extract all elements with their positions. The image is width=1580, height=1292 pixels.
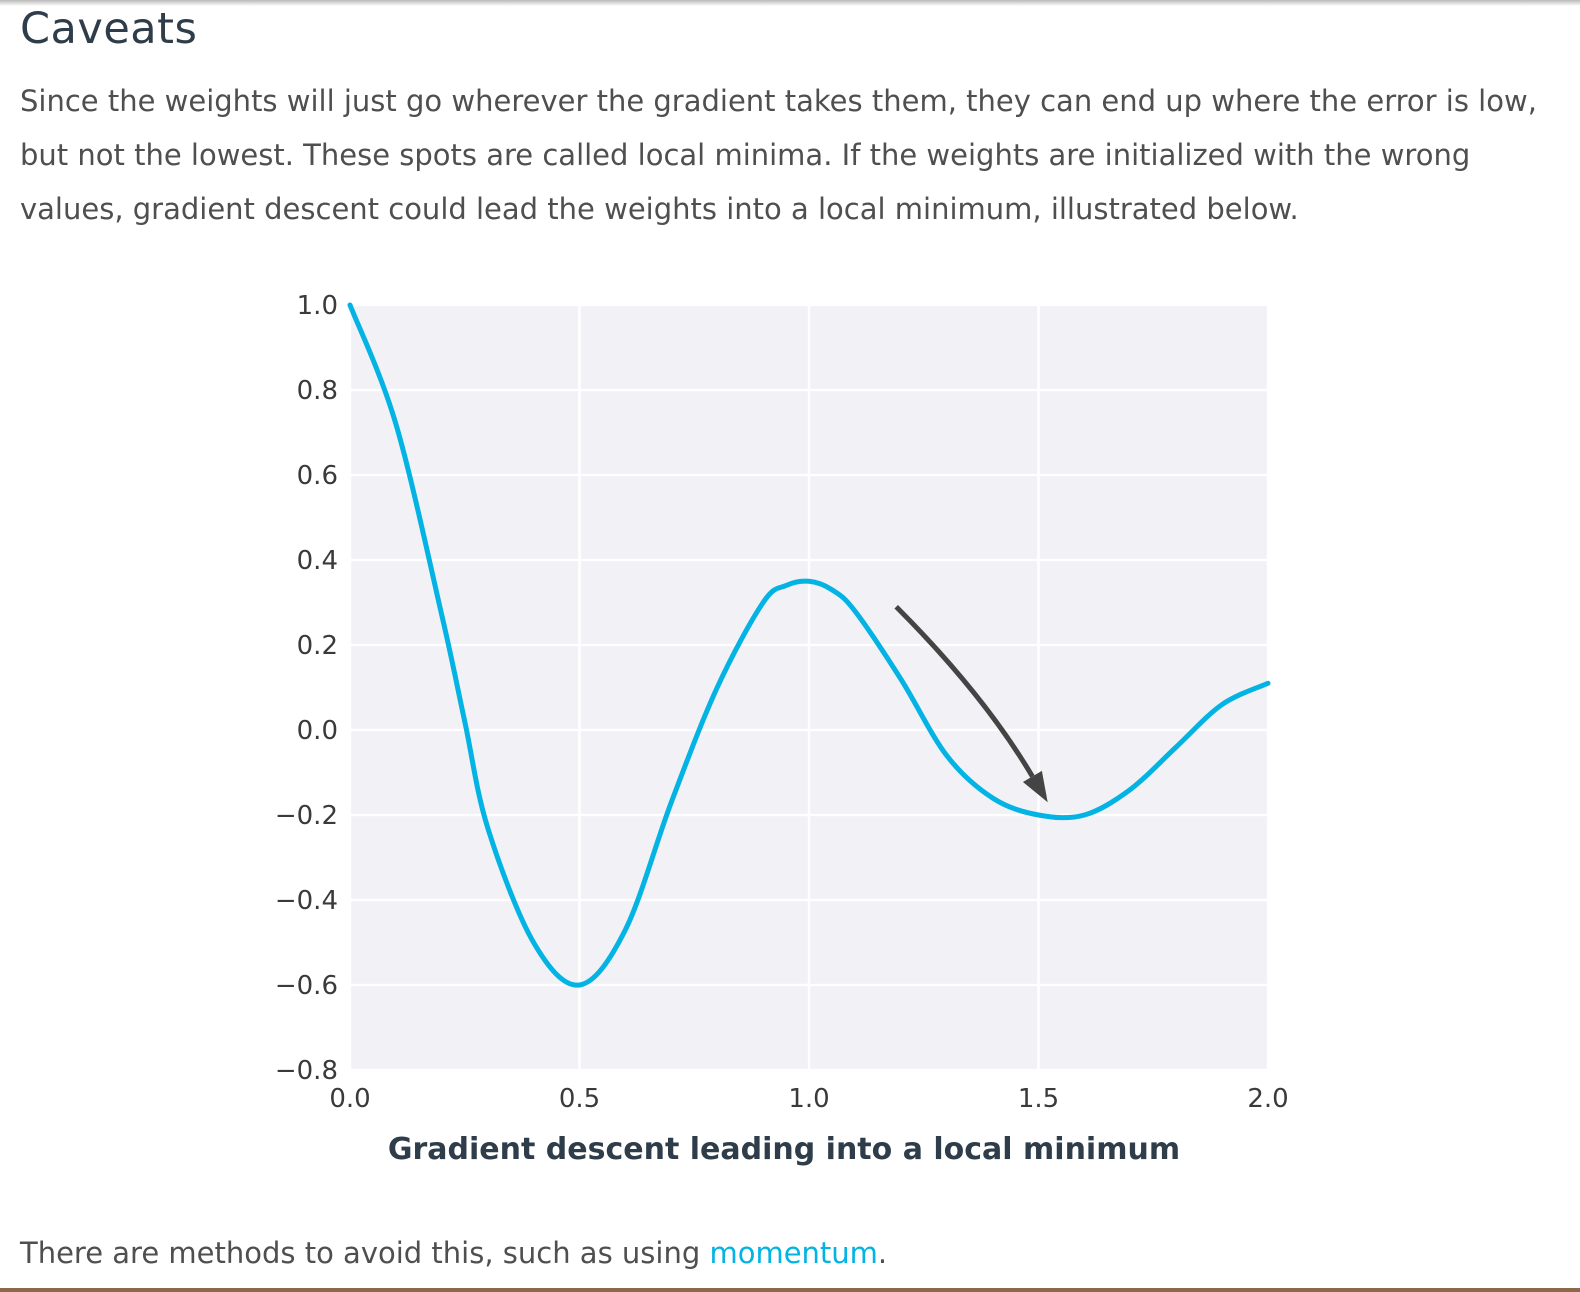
- local-minimum-figure: 1.0 0.8 0.6 0.4 0.2 0.0 −0.2 −0.4 −0.6 −0.8 0.0 0.…: [260, 270, 1320, 1130]
- series-line-0: [347, 302, 1271, 988]
- section-heading: Caveats: [20, 4, 198, 54]
- annotation-layer: [894, 604, 1048, 803]
- series-layer: [347, 302, 1271, 988]
- bottom-paragraph: There are methods to avoid this, such as…: [20, 1236, 887, 1270]
- y-tick-label: −0.6: [275, 971, 338, 1001]
- y-tick-label: 0.8: [297, 376, 338, 406]
- y-tick-label: 1.0: [297, 291, 338, 321]
- y-tick-label: 0.2: [297, 631, 338, 661]
- top-shadow: [0, 0, 1580, 6]
- y-tick-label: −0.2: [275, 801, 338, 831]
- gradient-descent-chart: 1.00.80.60.40.20.0−0.2−0.4−0.6−0.8 0.0 0.…: [275, 291, 1289, 1114]
- bottom-text-end: .: [877, 1236, 888, 1270]
- intro-paragraph: Since the weights will just go wherever …: [20, 84, 1537, 226]
- x-tick-label: 0.5: [559, 1084, 600, 1114]
- x-axis-ticks: 0.0 0.5 1.0 1.5 2.0: [329, 1084, 1288, 1114]
- bottom-bar: [0, 1288, 1580, 1292]
- x-tick-label: 1.0: [788, 1084, 829, 1114]
- grid-lines: [348, 303, 1270, 1072]
- y-tick-label: 0.0: [297, 716, 338, 746]
- y-tick-label: −0.4: [275, 886, 338, 916]
- y-tick-label: 0.6: [297, 461, 338, 491]
- arrow-shaft: [894, 604, 1035, 778]
- y-tick-label: 0.4: [297, 546, 338, 576]
- x-tick-label: 1.5: [1018, 1084, 1059, 1114]
- momentum-link[interactable]: momentum: [709, 1236, 878, 1270]
- y-axis-ticks: 1.0 0.8 0.6 0.4 0.2 0.0 −0.2 −0.4 −0.6 −0.8: [275, 291, 338, 1086]
- x-tick-label: 0.0: [329, 1084, 370, 1114]
- figure-caption: Gradient descent leading into a local mi…: [387, 1132, 1181, 1167]
- y-tick-label: −0.8: [275, 1056, 338, 1086]
- bottom-text: There are methods to avoid this, such as…: [20, 1236, 710, 1270]
- x-tick-label: 2.0: [1247, 1084, 1288, 1114]
- arrow-head: [1022, 770, 1048, 803]
